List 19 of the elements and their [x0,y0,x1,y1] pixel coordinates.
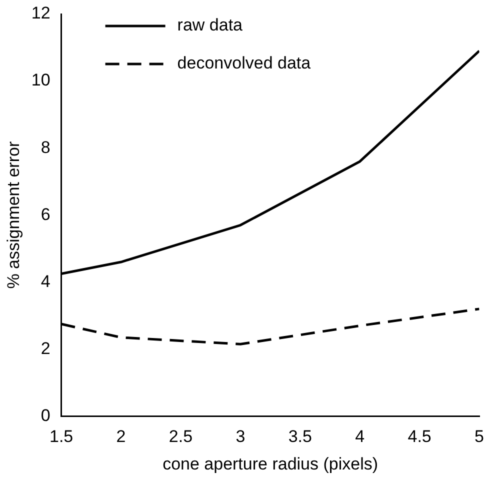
x-tick-label: 1.5 [49,427,74,446]
legend-label: deconvolved data [177,54,312,73]
y-tick-label: 4 [40,272,50,291]
x-tick-label: 3.5 [288,427,312,446]
x-tick-label: 3 [236,427,246,446]
y-axis-title: % assignment error [4,141,23,289]
x-tick-label: 4 [355,427,365,446]
x-tick-label: 2 [116,427,126,446]
y-tick-label: 8 [40,138,50,157]
x-axis-title: cone aperture radius (pixels) [162,454,378,474]
x-tick-label: 4.5 [408,427,432,446]
x-tick-label: 2.5 [168,427,193,446]
y-tick-label: 12 [31,4,50,23]
y-tick-label: 2 [40,338,50,358]
y-tick-label: 10 [31,70,50,90]
legend-label: raw data [177,16,244,35]
y-tick-label: 0 [40,406,50,425]
x-tick-label: 5 [474,427,484,446]
y-tick-label: 6 [40,204,50,224]
